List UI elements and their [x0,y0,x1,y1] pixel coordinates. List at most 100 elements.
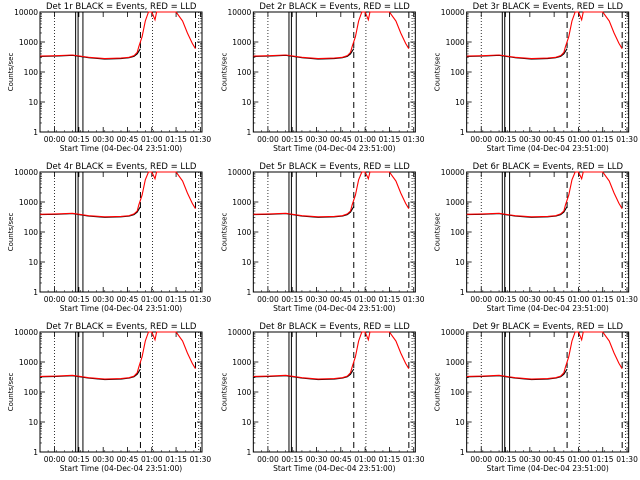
panel-title: Det 6r BLACK = Events, RED = LLD [473,162,624,172]
series-line-lld [39,11,196,60]
x-tick-label: 01:00 [141,455,163,464]
x-tick-label: 01:30 [403,295,425,304]
x-tick-label: 01:15 [592,135,614,144]
x-axis-title: Start Time (04-Dec-04 23:51:00) [273,144,395,153]
y-tick-label: 100 [24,388,39,397]
x-axis-title: Start Time (04-Dec-04 23:51:00) [273,304,395,313]
x-tick-label: 01:15 [165,455,187,464]
x-tick-label: 00:15 [495,135,517,144]
y-tick-label: 10 [28,258,38,267]
x-tick-label: 01:30 [616,455,638,464]
x-tick-label: 00:30 [306,455,328,464]
y-tick-label: 10000 [14,168,38,177]
plot-frame [252,331,416,453]
plot-frame [39,171,203,293]
y-tick-label: 10000 [227,328,251,337]
plot-frame [252,11,416,133]
x-tick-label: 00:00 [257,135,279,144]
x-tick-label: 00:30 [519,295,541,304]
y-tick-label: 1000 [446,38,465,47]
x-tick-label: 00:45 [330,455,352,464]
x-axis-title: Start Time (04-Dec-04 23:51:00) [60,144,182,153]
plot-frame [466,11,630,133]
x-tick-label: 01:30 [190,135,212,144]
y-tick-label: 1 [247,448,252,457]
y-tick-label: 10000 [441,168,465,177]
y-tick-label: 10 [28,98,38,107]
y-axis-title: Counts/sec [7,373,15,412]
x-tick-label: 00:00 [257,455,279,464]
x-tick-label: 01:15 [165,295,187,304]
y-axis-title: Counts/sec [7,213,15,252]
x-tick-label: 01:15 [592,455,614,464]
x-tick-label: 01:00 [141,135,163,144]
x-axis-title: Start Time (04-Dec-04 23:51:00) [273,464,395,473]
series-line-lld [466,171,623,218]
series-line-lld [39,331,196,380]
y-tick-label: 100 [237,388,252,397]
y-tick-label: 10 [455,418,465,427]
panel-title: Det 7r BLACK = Events, RED = LLD [46,322,197,332]
panel-title: Det 4r BLACK = Events, RED = LLD [46,162,197,172]
y-tick-label: 10000 [227,8,251,17]
x-tick-label: 01:15 [165,135,187,144]
x-axis-title: Start Time (04-Dec-04 23:51:00) [486,144,608,153]
x-tick-label: 01:15 [379,135,401,144]
y-tick-label: 1000 [19,198,38,207]
x-tick-label: 00:15 [281,455,303,464]
x-tick-label: 01:30 [616,135,638,144]
y-tick-label: 10000 [14,328,38,337]
series-line-lld [466,331,623,380]
x-tick-label: 00:00 [470,135,492,144]
panel-title: Det 2r BLACK = Events, RED = LLD [259,2,410,12]
x-tick-label: 01:15 [592,295,614,304]
x-tick-label: 00:30 [306,135,328,144]
y-tick-label: 10 [455,98,465,107]
x-tick-label: 01:30 [403,135,425,144]
x-tick-label: 01:15 [379,455,401,464]
x-tick-label: 01:30 [403,455,425,464]
x-tick-label: 00:30 [92,455,114,464]
y-tick-label: 1 [33,128,38,137]
series-line-lld [39,171,196,218]
y-axis-title: Counts/sec [434,53,442,92]
x-tick-label: 00:30 [306,295,328,304]
x-tick-label: 00:15 [495,455,517,464]
panel-title: Det 3r BLACK = Events, RED = LLD [473,2,624,12]
x-tick-label: 00:15 [68,455,90,464]
x-tick-label: 00:15 [68,295,90,304]
x-tick-label: 01:15 [379,295,401,304]
series-line-lld [466,11,623,60]
y-axis-title: Counts/sec [434,373,442,412]
detector-panel-9: Det 9r BLACK = Events, RED = LLD 1 10 100 10… [434,322,638,473]
panel-title: Det 5r BLACK = Events, RED = LLD [259,162,410,172]
x-tick-label: 00:00 [470,455,492,464]
y-tick-label: 10000 [14,8,38,17]
series-line-lld [253,171,410,218]
y-tick-label: 10 [242,98,252,107]
plot-frame [466,171,630,293]
y-tick-label: 10 [28,418,38,427]
x-axis-title: Start Time (04-Dec-04 23:51:00) [60,304,182,313]
y-tick-label: 100 [237,228,252,237]
series-line-lld [253,331,410,380]
y-tick-label: 1000 [19,38,38,47]
x-tick-label: 00:45 [543,455,565,464]
y-axis-title: Counts/sec [220,53,228,92]
detector-panel-8: Det 8r BLACK = Events, RED = LLD 1 10 100 10… [220,322,424,473]
detector-panel-2: Det 2r BLACK = Events, RED = LLD 1 10 100 10… [220,2,424,153]
x-tick-label: 00:45 [117,295,139,304]
x-tick-label: 01:00 [354,135,376,144]
x-axis-title: Start Time (04-Dec-04 23:51:00) [486,464,608,473]
x-tick-label: 00:30 [92,135,114,144]
detector-panel-7: Det 7r BLACK = Events, RED = LLD 1 10 100 10… [7,322,211,473]
x-tick-label: 00:45 [117,135,139,144]
y-tick-label: 1000 [232,198,251,207]
y-tick-label: 1 [460,128,465,137]
y-tick-label: 100 [450,228,465,237]
x-tick-label: 01:30 [190,295,212,304]
plot-frame [39,331,203,453]
x-tick-label: 00:45 [330,295,352,304]
x-tick-label: 01:00 [354,295,376,304]
